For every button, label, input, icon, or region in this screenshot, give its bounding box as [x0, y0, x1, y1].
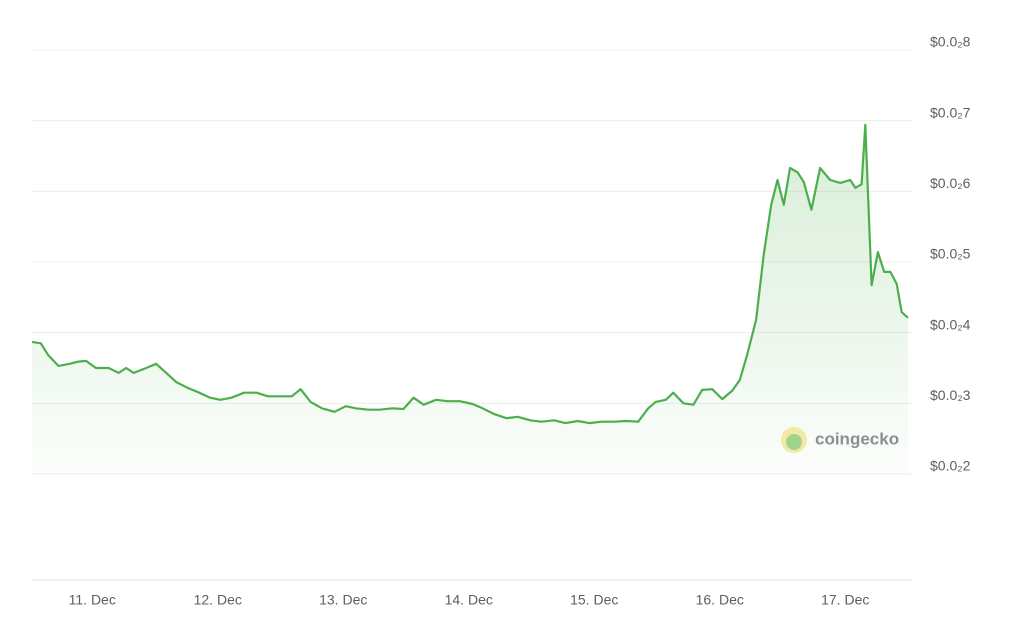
- x-tick-label: 15. Dec: [570, 592, 618, 608]
- x-tick-label: 11. Dec: [69, 592, 116, 608]
- y-tick-label: $0.0₂3: [930, 387, 971, 403]
- x-tick-label: 12. Dec: [194, 592, 242, 608]
- watermark: coingecko: [781, 427, 899, 453]
- x-tick-label: 16. Dec: [696, 592, 744, 608]
- logo-icon-inner: [786, 434, 802, 450]
- y-tick-label: $0.0₂4: [930, 316, 971, 332]
- x-tick-label: 17. Dec: [821, 592, 869, 608]
- area: [32, 124, 908, 475]
- price-line: [31, 123, 909, 425]
- y-tick-label: $0.0₂6: [930, 175, 971, 191]
- y-tick-label: $0.0₂5: [930, 246, 971, 262]
- y-tick-label: $0.0₂2: [930, 458, 971, 474]
- y-tick-label: $0.0₂8: [930, 34, 971, 50]
- y-tick-label: $0.0₂7: [930, 104, 971, 120]
- logo-text: coingecko: [815, 429, 899, 448]
- x-tick-label: 14. Dec: [445, 592, 493, 608]
- x-tick-label: 13. Dec: [319, 592, 367, 608]
